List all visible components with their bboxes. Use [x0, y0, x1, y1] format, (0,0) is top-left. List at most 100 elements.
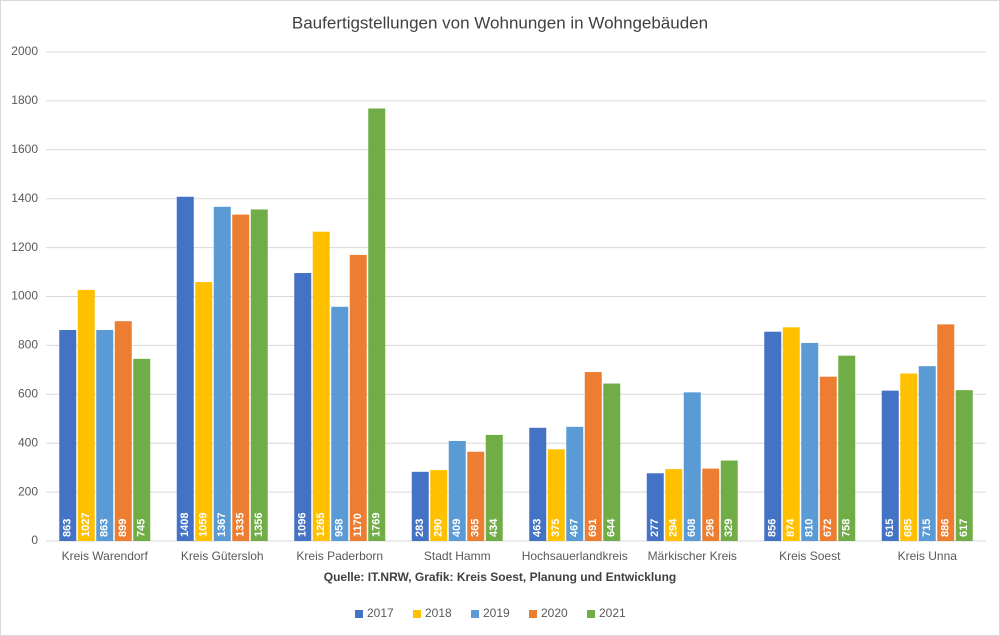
- bar: [77, 289, 95, 541]
- bar: [368, 108, 386, 542]
- value-label: 409: [451, 519, 463, 537]
- legend-swatch: [529, 610, 537, 618]
- legend-label: 2020: [541, 606, 568, 620]
- value-label: 863: [62, 519, 74, 537]
- y-tick-label: 1200: [11, 240, 38, 254]
- bar: [881, 390, 899, 541]
- bar: [720, 460, 738, 541]
- bar: [900, 373, 918, 541]
- bar: [937, 324, 955, 541]
- y-tick-label: 400: [18, 435, 38, 449]
- value-label: 296: [705, 519, 717, 537]
- bar: [665, 469, 683, 541]
- value-label: 745: [136, 519, 148, 537]
- bar: [250, 209, 268, 541]
- y-tick-label: 200: [18, 484, 38, 498]
- chart-title: Baufertigstellungen von Wohnungen in Woh…: [292, 13, 708, 32]
- value-label: 899: [117, 519, 129, 537]
- bar: [195, 282, 213, 541]
- bar: [838, 355, 856, 541]
- value-label: 758: [841, 519, 853, 537]
- bar: [213, 206, 231, 541]
- value-label: 277: [649, 519, 661, 537]
- value-label: 958: [334, 519, 346, 537]
- y-tick-label: 800: [18, 338, 38, 352]
- value-label: 856: [767, 519, 779, 537]
- value-label: 1356: [253, 513, 265, 537]
- value-label: 672: [822, 519, 834, 537]
- value-label: 375: [550, 519, 562, 537]
- bar: [955, 390, 973, 541]
- value-label: 715: [921, 519, 933, 537]
- bar: [918, 366, 936, 541]
- bar: [96, 329, 114, 541]
- y-tick-label: 600: [18, 386, 38, 400]
- value-label: 329: [723, 519, 735, 537]
- value-label: 810: [804, 519, 816, 537]
- legend-label: 2021: [599, 606, 626, 620]
- value-label: 886: [940, 519, 952, 537]
- value-label: 463: [532, 519, 544, 537]
- bar: [448, 440, 466, 541]
- value-label: 691: [587, 519, 599, 537]
- bar: [485, 434, 503, 541]
- value-label: 294: [668, 518, 680, 537]
- bar: [312, 231, 330, 541]
- bar: [430, 470, 448, 541]
- legend-label: 2018: [425, 606, 452, 620]
- value-label: 1769: [371, 513, 383, 537]
- x-tick-label: Kreis Paderborn: [296, 549, 383, 563]
- value-label: 365: [470, 519, 482, 537]
- y-tick-label: 2000: [11, 44, 38, 58]
- value-label: 615: [884, 519, 896, 537]
- bar: [331, 306, 349, 541]
- chart-caption: Quelle: IT.NRW, Grafik: Kreis Soest, Pla…: [324, 570, 677, 584]
- bar: [59, 329, 77, 541]
- legend-swatch: [413, 610, 421, 618]
- value-label: 1265: [315, 513, 327, 537]
- y-tick-label: 1400: [11, 191, 38, 205]
- value-label: 290: [433, 519, 445, 537]
- y-tick-label: 0: [31, 533, 38, 547]
- bar: [349, 254, 367, 541]
- value-label: 644: [606, 518, 618, 537]
- x-tick-label: Märkischer Kreis: [648, 549, 737, 563]
- bar: [603, 383, 621, 541]
- value-label: 1367: [216, 513, 228, 537]
- value-label: 467: [569, 519, 581, 537]
- y-tick-label: 1000: [11, 289, 38, 303]
- value-label: 617: [958, 519, 970, 537]
- bar: [529, 427, 547, 541]
- x-tick-label: Kreis Warendorf: [62, 549, 149, 563]
- bar: [411, 471, 429, 541]
- bar: [782, 327, 800, 541]
- legend-label: 2019: [483, 606, 510, 620]
- bar: [114, 321, 132, 541]
- bar: [801, 342, 819, 541]
- value-label: 608: [686, 519, 698, 537]
- y-tick-label: 1800: [11, 93, 38, 107]
- legend-label: 2017: [367, 606, 394, 620]
- bar: [232, 214, 250, 541]
- value-label: 283: [414, 519, 426, 537]
- value-label: 434: [488, 518, 500, 537]
- bar: [176, 196, 194, 541]
- bar: [467, 451, 485, 541]
- value-label: 874: [785, 518, 797, 537]
- bar: [547, 449, 565, 541]
- x-tick-label: Hochsauerlandkreis: [522, 549, 628, 563]
- value-label: 1096: [297, 513, 309, 537]
- legend-swatch: [471, 610, 479, 618]
- bar: [566, 426, 584, 541]
- bar: [819, 376, 837, 541]
- y-tick-label: 1600: [11, 142, 38, 156]
- value-label: 1335: [235, 513, 247, 537]
- x-tick-label: Kreis Unna: [898, 549, 958, 563]
- bar: [584, 372, 602, 541]
- x-tick-label: Kreis Soest: [779, 549, 841, 563]
- value-label: 685: [903, 519, 915, 537]
- x-tick-label: Kreis Gütersloh: [181, 549, 264, 563]
- value-label: 1059: [198, 513, 210, 537]
- x-tick-label: Stadt Hamm: [424, 549, 491, 563]
